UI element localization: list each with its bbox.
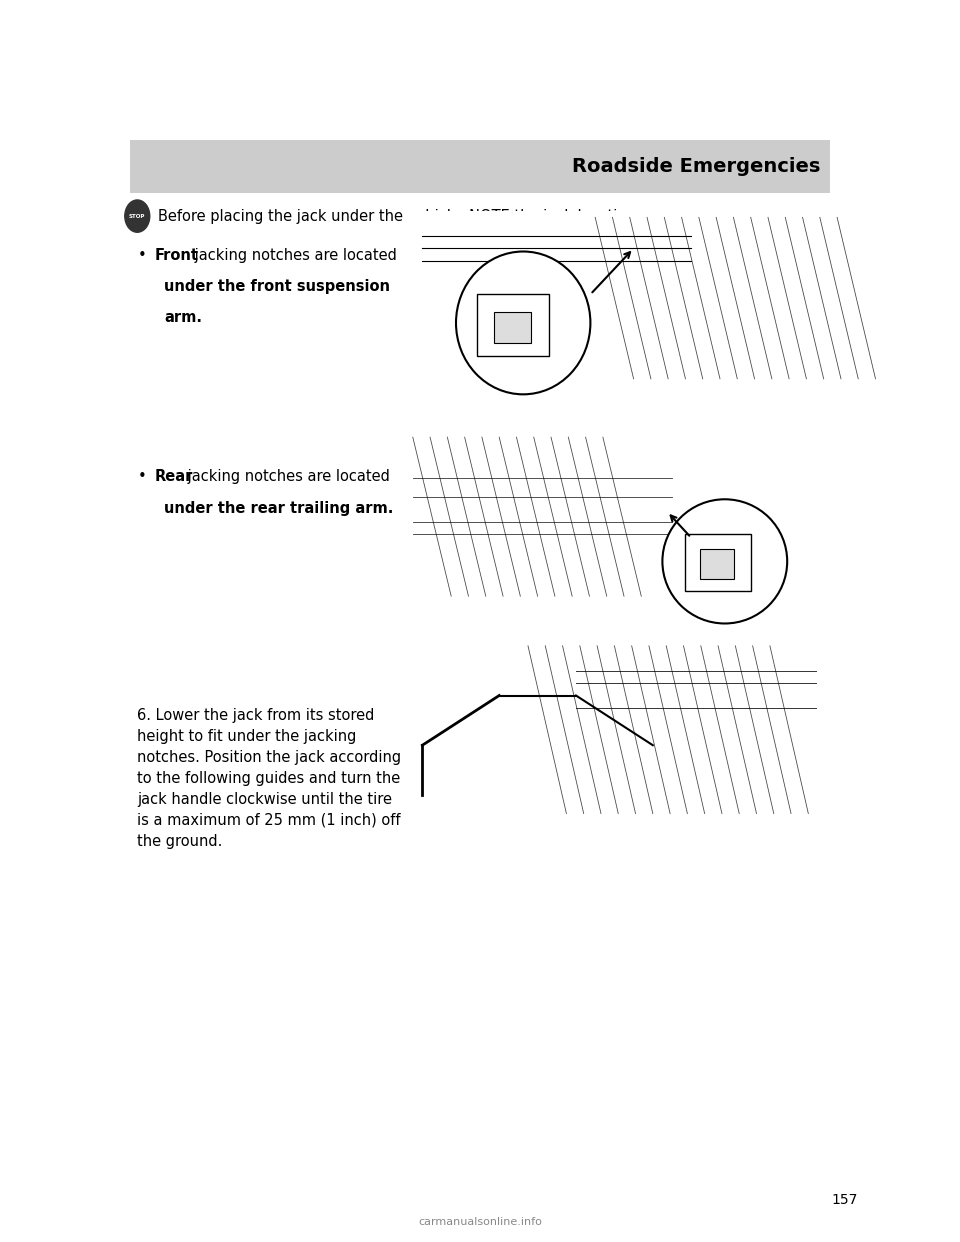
Text: carmanualsonline.info: carmanualsonline.info xyxy=(418,1217,542,1227)
FancyBboxPatch shape xyxy=(700,549,734,579)
Text: •: • xyxy=(137,469,146,484)
Text: 157: 157 xyxy=(831,1194,858,1207)
Text: arm.: arm. xyxy=(164,310,203,325)
FancyBboxPatch shape xyxy=(477,294,549,356)
Text: jacking notches are located: jacking notches are located xyxy=(183,469,390,484)
Text: Rear: Rear xyxy=(155,469,193,484)
FancyBboxPatch shape xyxy=(130,140,830,193)
Text: under the front suspension: under the front suspension xyxy=(164,279,390,294)
Circle shape xyxy=(125,200,150,232)
Text: •: • xyxy=(137,248,146,263)
Ellipse shape xyxy=(456,251,590,395)
FancyBboxPatch shape xyxy=(403,211,826,379)
Ellipse shape xyxy=(662,499,787,623)
Text: under the rear trailing arm.: under the rear trailing arm. xyxy=(164,501,394,515)
Text: jacking notches are located: jacking notches are located xyxy=(190,248,396,263)
FancyBboxPatch shape xyxy=(403,428,826,596)
Text: Front: Front xyxy=(155,248,199,263)
FancyBboxPatch shape xyxy=(685,534,751,591)
Text: Before placing the jack under the vehicle, NOTE the jack locations:: Before placing the jack under the vehicl… xyxy=(158,209,649,224)
FancyBboxPatch shape xyxy=(494,312,531,343)
Text: 6. Lower the jack from its stored
height to fit under the jacking
notches. Posit: 6. Lower the jack from its stored height… xyxy=(137,708,401,850)
Text: STOP: STOP xyxy=(129,214,146,219)
FancyBboxPatch shape xyxy=(403,640,826,820)
Text: Roadside Emergencies: Roadside Emergencies xyxy=(572,156,821,176)
